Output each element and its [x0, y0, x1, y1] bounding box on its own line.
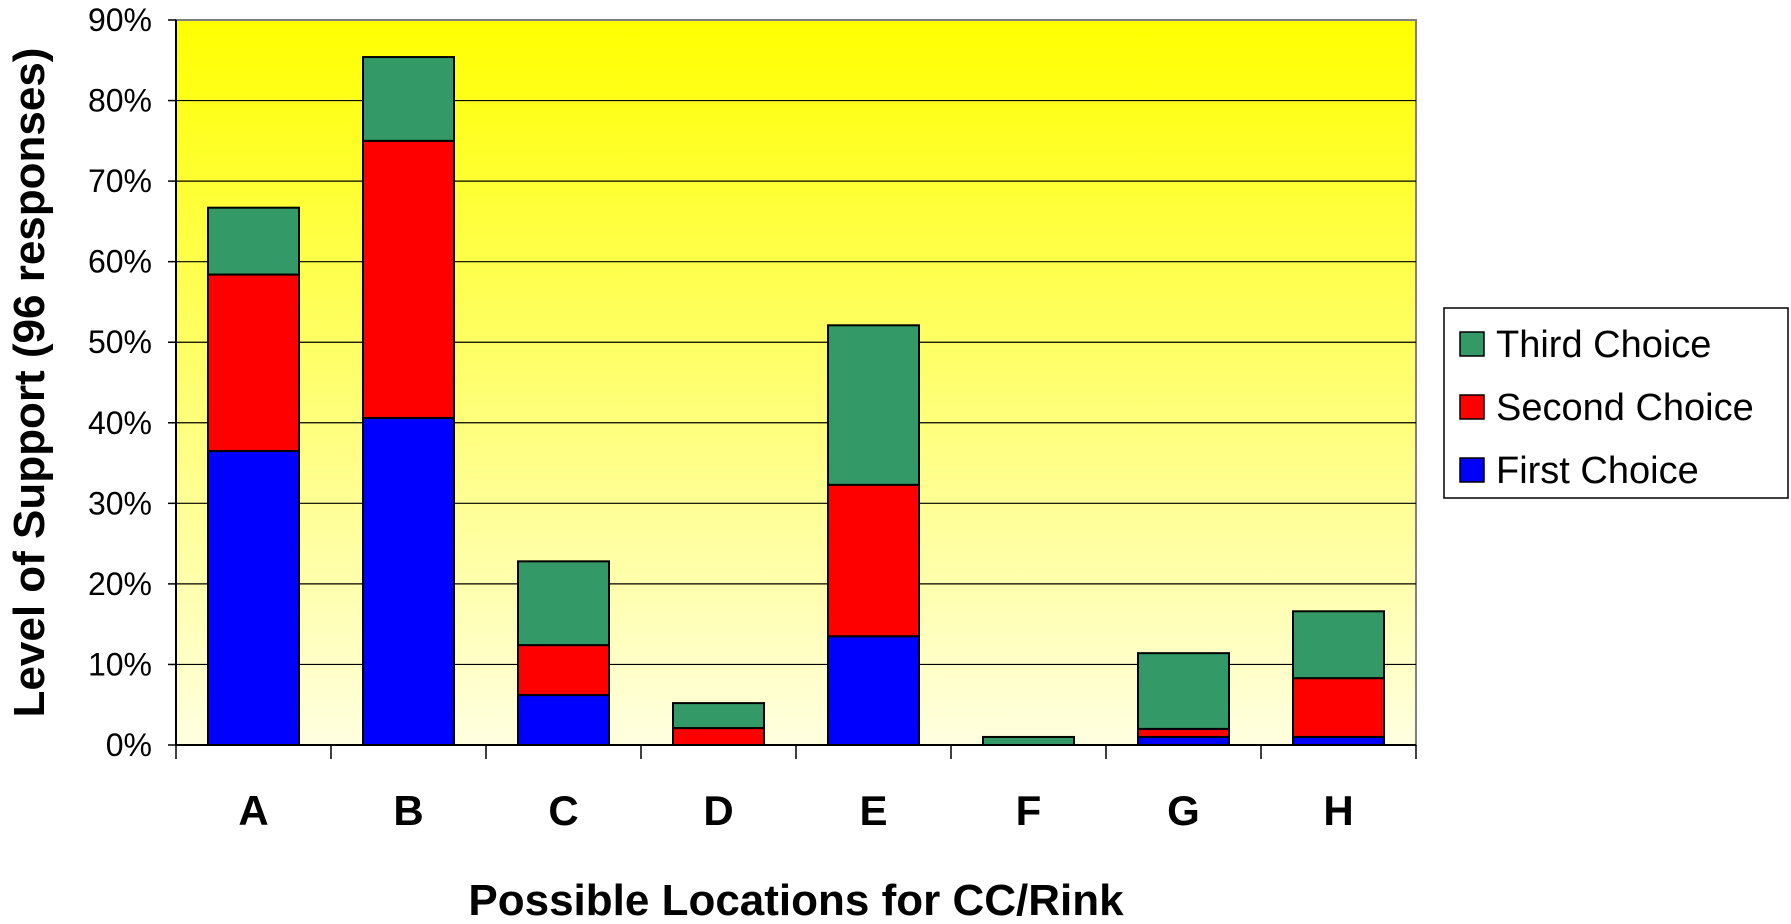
x-tick-label: D [703, 787, 733, 834]
x-tick-label: E [859, 787, 887, 834]
legend-label-second-choice: Second Choice [1496, 387, 1754, 429]
x-tick-label: A [238, 787, 268, 834]
x-tick-label: C [548, 787, 578, 834]
bar-segment-h-third-choice [1292, 610, 1385, 680]
bar-segment-a-third-choice [207, 206, 300, 276]
x-tick-label: F [1016, 787, 1042, 834]
y-tick-label: 20% [88, 566, 152, 602]
bar-segment-c-second-choice [517, 644, 610, 697]
y-tick-label: 70% [88, 163, 152, 199]
x-tick-label: H [1323, 787, 1353, 834]
bar-segment-f-third-choice [982, 735, 1075, 747]
y-tick-label: 30% [88, 485, 152, 521]
y-tick-label: 50% [88, 324, 152, 360]
y-tick-label: 40% [88, 405, 152, 441]
bar-segment-b-second-choice [362, 139, 455, 419]
bars [207, 56, 1385, 747]
x-tick-label: B [393, 787, 423, 834]
x-axis-title: Possible Locations for CC/Rink [468, 876, 1124, 924]
bar-segment-d-second-choice [672, 727, 765, 746]
bar-segment-e-first-choice [827, 635, 920, 746]
y-tick-label: 90% [88, 2, 152, 38]
y-tick-label: 80% [88, 83, 152, 119]
bar-segment-c-first-choice [517, 694, 610, 746]
legend-swatch-first-choice [1459, 457, 1485, 483]
bar-segment-a-second-choice [207, 273, 300, 452]
legend-label-first-choice: First Choice [1496, 450, 1699, 492]
bar-segment-h-first-choice [1292, 735, 1385, 747]
axes [168, 19, 1417, 759]
bar-segment-d-third-choice [672, 702, 765, 730]
x-tick-labels: A B C D E F G H [238, 787, 1353, 834]
bar-segment-g-second-choice [1137, 727, 1230, 738]
y-tick-label: 10% [88, 646, 152, 682]
legend-label-third-choice: Third Choice [1496, 324, 1711, 366]
legend-box [1443, 307, 1789, 499]
y-tick-labels: 0% 10% 20% 30% 40% 50% 60% 70% 80% 90% [88, 2, 152, 763]
legend-swatch-second-choice [1459, 394, 1485, 420]
bar-segment-b-first-choice [362, 416, 455, 746]
y-tick-label: 0% [106, 727, 152, 763]
bar-segment-g-first-choice [1137, 735, 1230, 747]
bar-segment-e-second-choice [827, 483, 920, 638]
legend-swatch-third-choice [1459, 331, 1485, 357]
bar-segment-b-third-choice [362, 56, 455, 142]
y-axis-title: Level of Support (96 responses) [5, 48, 54, 718]
bar-segment-e-third-choice [827, 324, 920, 486]
legend: Third Choice Second Choice First Choice [1443, 307, 1789, 499]
x-tick-label: G [1167, 787, 1200, 834]
bar-segment-g-third-choice [1137, 652, 1230, 730]
bar-segment-c-third-choice [517, 560, 610, 647]
bar-segment-h-second-choice [1292, 677, 1385, 738]
y-tick-label: 60% [88, 244, 152, 280]
bar-segment-a-first-choice [207, 449, 300, 746]
